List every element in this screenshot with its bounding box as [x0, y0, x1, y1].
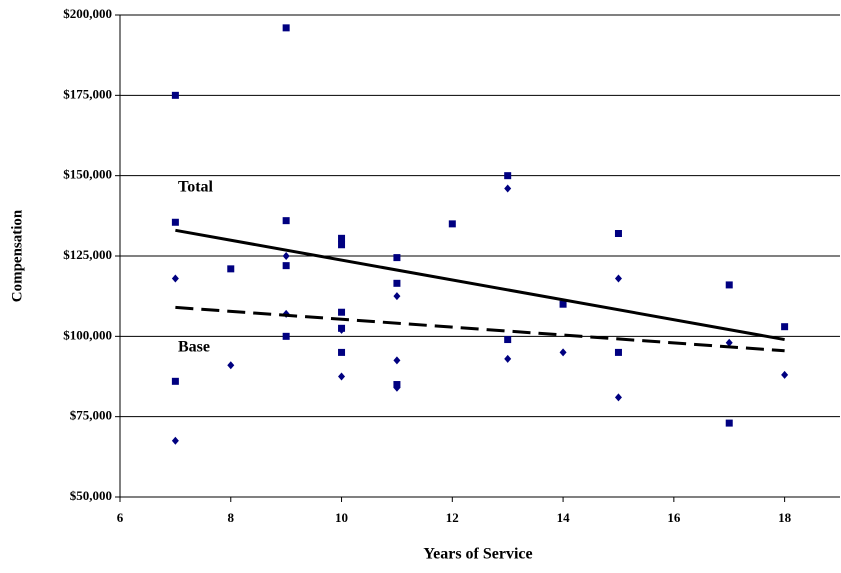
point [448, 220, 456, 228]
point [282, 332, 290, 340]
point [227, 361, 235, 370]
point [393, 383, 401, 392]
x-tick-label: 6 [117, 510, 124, 525]
point [781, 370, 789, 379]
y-axis-label: Compensation [9, 209, 25, 302]
point [282, 24, 290, 32]
point [171, 274, 179, 283]
y-tick-label: $100,000 [63, 327, 112, 342]
point [393, 279, 401, 287]
x-tick-label: 18 [778, 510, 792, 525]
point [614, 348, 622, 356]
point [227, 265, 235, 273]
y-tick-label: $75,000 [70, 408, 112, 423]
point [171, 218, 179, 226]
y-tick-label: $125,000 [63, 247, 112, 262]
point [171, 91, 179, 99]
point [614, 393, 622, 402]
trend-line [175, 305, 785, 353]
point [338, 234, 346, 242]
x-axis-label: Years of Service [423, 546, 532, 563]
y-tick-label: $150,000 [63, 167, 112, 182]
point [725, 419, 733, 427]
x-tick-label: 8 [228, 510, 235, 525]
point [338, 241, 346, 249]
x-tick-label: 10 [335, 510, 348, 525]
trend-line [175, 228, 785, 342]
y-tick-label: $175,000 [63, 86, 112, 101]
point [725, 338, 733, 347]
point [393, 292, 401, 301]
point [338, 348, 346, 356]
point [171, 436, 179, 445]
annotation: Total [178, 179, 214, 196]
x-tick-label: 16 [667, 510, 681, 525]
annotation: Base [178, 339, 210, 356]
point [559, 300, 567, 308]
point [282, 252, 290, 260]
point [504, 172, 512, 180]
point [338, 372, 346, 381]
point [338, 308, 346, 316]
point [393, 356, 401, 365]
point [504, 336, 512, 344]
point [393, 254, 401, 262]
point [614, 230, 622, 238]
x-tick-label: 12 [446, 510, 459, 525]
point [504, 184, 512, 193]
point [725, 281, 733, 289]
point [282, 217, 290, 225]
point [559, 348, 567, 357]
point [171, 377, 179, 385]
point [282, 262, 290, 270]
point [781, 323, 789, 331]
x-tick-label: 14 [557, 510, 571, 525]
point [338, 325, 346, 334]
point [504, 354, 512, 363]
y-tick-label: $200,000 [63, 6, 112, 21]
point [614, 274, 622, 283]
y-tick-label: $50,000 [70, 488, 112, 503]
